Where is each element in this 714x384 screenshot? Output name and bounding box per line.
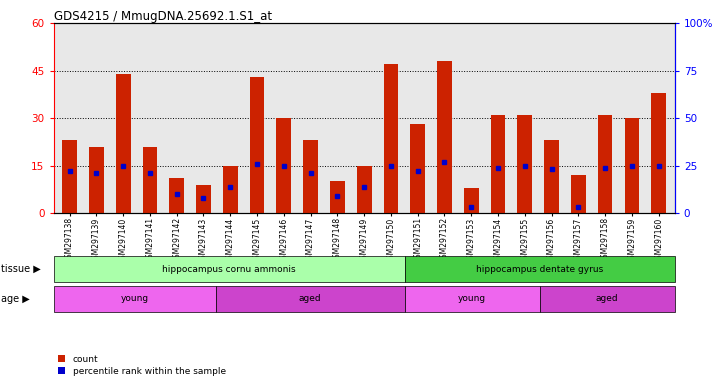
Text: aged: aged xyxy=(596,294,618,303)
Legend: count, percentile rank within the sample: count, percentile rank within the sample xyxy=(58,355,226,376)
Bar xyxy=(196,185,211,213)
Bar xyxy=(223,166,238,213)
Bar xyxy=(518,115,532,213)
Text: young: young xyxy=(121,294,149,303)
Bar xyxy=(464,188,478,213)
Bar xyxy=(491,115,506,213)
Bar xyxy=(116,74,131,213)
Bar xyxy=(357,166,371,213)
Bar xyxy=(651,93,666,213)
Text: GDS4215 / MmugDNA.25692.1.S1_at: GDS4215 / MmugDNA.25692.1.S1_at xyxy=(54,10,271,23)
Text: hippocampus dentate gyrus: hippocampus dentate gyrus xyxy=(476,265,603,274)
Bar xyxy=(169,178,184,213)
Bar xyxy=(143,147,157,213)
Bar xyxy=(303,140,318,213)
Bar xyxy=(437,61,452,213)
Bar xyxy=(383,64,398,213)
Text: aged: aged xyxy=(299,294,321,303)
Bar xyxy=(89,147,104,213)
Text: young: young xyxy=(458,294,486,303)
Bar xyxy=(571,175,585,213)
Bar xyxy=(62,140,77,213)
Text: tissue ▶: tissue ▶ xyxy=(1,264,41,274)
Text: hippocampus cornu ammonis: hippocampus cornu ammonis xyxy=(162,265,296,274)
Bar xyxy=(250,77,264,213)
Bar xyxy=(330,182,345,213)
Bar xyxy=(276,118,291,213)
Text: age ▶: age ▶ xyxy=(1,294,30,304)
Bar xyxy=(411,124,425,213)
Bar xyxy=(598,115,613,213)
Bar xyxy=(544,140,559,213)
Bar xyxy=(625,118,639,213)
